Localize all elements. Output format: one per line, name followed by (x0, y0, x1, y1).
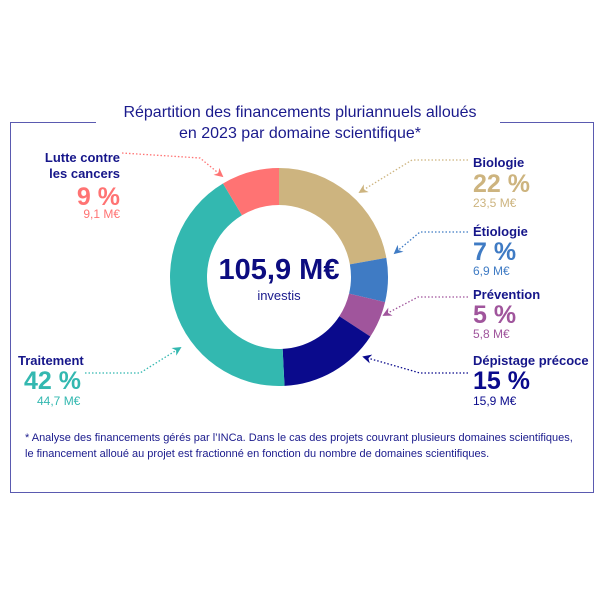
slice-prevention (339, 293, 386, 337)
chart-frame (10, 122, 594, 493)
slice-etiologie (349, 257, 388, 303)
percent-lutte: 9 % (76, 183, 120, 211)
frame-top-right (500, 122, 593, 123)
footnote-line-1: * Analyse des financements gérés par l’I… (25, 432, 573, 444)
footnote-line-2: le financement alloué au projet est frac… (25, 448, 490, 460)
label-traitement: Traitement (18, 353, 84, 368)
chart-title: Répartition des financements pluriannuel… (100, 102, 500, 144)
percent-depistage: 15 % (473, 367, 530, 395)
percent-prevention: 5 % (473, 301, 517, 329)
slice-depistage-precoce (282, 316, 371, 386)
leader-line-5 (121, 152, 224, 178)
title-line-2: en 2023 par domaine scientifique* (179, 125, 421, 142)
label-depistage: Dépistage précoce (473, 353, 589, 368)
slice-lutte-contre-les-cancers (222, 168, 279, 216)
leader-line-3 (362, 354, 468, 374)
leader-line-0 (358, 159, 468, 193)
amount-biologie: 23,5 M€ (473, 196, 517, 210)
frame-top-left (10, 122, 96, 123)
amount-etiologie: 6,9 M€ (473, 264, 510, 278)
leader-line-2 (382, 296, 468, 316)
slice-biologie (279, 168, 387, 265)
amount-depistage: 15,9 M€ (473, 394, 517, 408)
total-value: 105,9 M€ (218, 254, 340, 286)
label-prevention: Prévention (473, 287, 541, 302)
footnote: * Analyse des financements gérés par l’I… (25, 430, 585, 462)
percent-etiologie: 7 % (473, 238, 517, 266)
percent-traitement: 42 % (24, 367, 81, 395)
amount-prevention: 5,8 M€ (473, 327, 510, 341)
leader-line-1 (393, 231, 468, 255)
label-lutte: Lutte contre les cancers (8, 150, 120, 182)
label-etiologie: Étiologie (473, 224, 528, 239)
label-lutte-line-2: les cancers (49, 166, 120, 181)
label-lutte-line-1: Lutte contre (44, 150, 120, 165)
amount-lutte: 9,1 M€ (83, 207, 120, 221)
leader-line-4 (85, 347, 182, 374)
slice-traitement (170, 183, 285, 387)
percent-biologie: 22 % (473, 170, 530, 198)
label-biologie: Biologie (473, 155, 525, 170)
total-label: investis (257, 288, 301, 303)
amount-traitement: 44,7 M€ (37, 394, 81, 408)
title-line-1: Répartition des financements pluriannuel… (123, 104, 477, 121)
